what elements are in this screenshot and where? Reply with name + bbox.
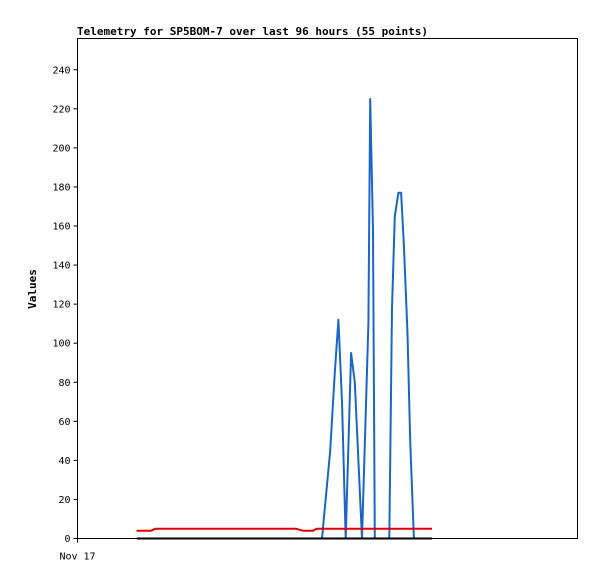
y-tick-label: 120 [52, 300, 70, 311]
series-layer [136, 98, 432, 540]
y-tick-label: 220 [52, 104, 70, 115]
series-line-0 [321, 98, 415, 540]
y-axis-ticks: 0 20 40 60 80 100 120 140 160 180 200 220 240 [52, 65, 78, 545]
y-tick-label: 20 [58, 495, 70, 506]
y-tick-label: 180 [52, 182, 70, 193]
y-tick-label: 140 [52, 261, 70, 272]
x-tick-label: Nov 17 [59, 552, 95, 563]
y-tick-label: 240 [52, 65, 70, 76]
y-tick-label: 40 [58, 456, 70, 467]
series-line-1 [136, 527, 432, 532]
y-tick-label: 60 [58, 417, 70, 428]
x-axis-ticks: Nov 17 [59, 538, 96, 563]
y-tick-label: 100 [52, 339, 70, 350]
y-axis-label: Values [26, 269, 39, 309]
chart-title: Telemetry for SP5BOM-7 over last 96 hour… [77, 25, 428, 38]
y-tick-label: 200 [52, 143, 70, 154]
y-tick-label: 80 [58, 378, 70, 389]
y-tick-label: 0 [64, 534, 70, 545]
y-tick-label: 160 [52, 222, 70, 233]
plot-area [77, 38, 578, 539]
